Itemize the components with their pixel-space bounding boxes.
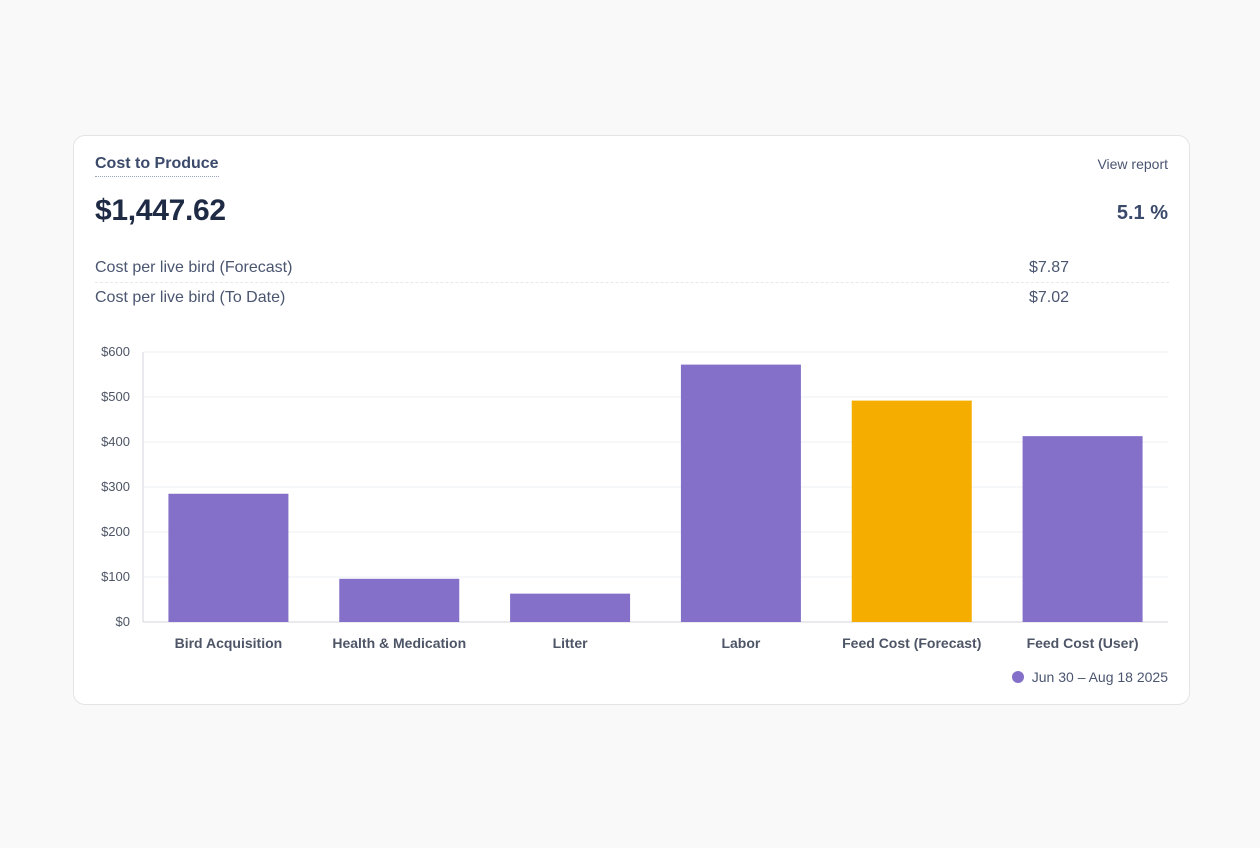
bar <box>1022 436 1143 622</box>
x-tick-label: Feed Cost (User) <box>1027 635 1139 651</box>
card-title: Cost to Produce <box>95 155 219 177</box>
y-tick-label: $400 <box>101 434 130 449</box>
bar <box>851 400 972 622</box>
legend-label: Jun 30 – Aug 18 2025 <box>1031 669 1168 685</box>
grid-layer <box>142 351 1168 623</box>
cost-to-produce-card: Cost to Produce View report $1,447.62 5.… <box>73 135 1190 705</box>
y-tick-label: $300 <box>101 479 130 494</box>
y-tick-label: $600 <box>101 344 130 359</box>
y-tick-label: $100 <box>101 569 130 584</box>
x-tick-label: Feed Cost (Forecast) <box>842 635 981 651</box>
metric-value: $7.87 <box>1029 259 1070 276</box>
change-percent: 5.1 % <box>1116 202 1168 224</box>
bar <box>168 493 289 622</box>
x-tick-label: Litter <box>553 635 589 651</box>
y-tick-label: $200 <box>101 524 130 539</box>
metric-row-forecast: Cost per live bird (Forecast) $7.87 <box>95 253 1169 283</box>
x-tick-label: Health & Medication <box>332 635 466 651</box>
metric-row-to-date: Cost per live bird (To Date) $7.02 <box>95 283 1169 313</box>
x-tick-label: Bird Acquisition <box>175 635 283 651</box>
view-report-link[interactable]: View report <box>1097 156 1168 172</box>
metric-value: $7.02 <box>1029 289 1070 306</box>
y-tick-label: $500 <box>101 389 130 404</box>
chart-legend: Jun 30 – Aug 18 2025 <box>1011 669 1168 685</box>
x-tick-label: Labor <box>721 635 760 651</box>
total-cost-value: $1,447.62 <box>95 194 226 227</box>
bar <box>680 364 801 622</box>
bar <box>339 578 460 622</box>
y-tick-label: $0 <box>116 614 130 629</box>
bar-chart: $0 $100 $200 $300 $400 $500 $600 Bird Acquisiti… <box>101 344 1168 651</box>
metric-label: Cost per live bird (Forecast) <box>95 259 293 276</box>
legend-dot <box>1011 671 1024 683</box>
bar <box>510 593 631 622</box>
bar-layer <box>168 364 1143 622</box>
metric-label: Cost per live bird (To Date) <box>95 289 286 306</box>
label-layer: $0 $100 $200 $300 $400 $500 $600 Bird Acquisiti… <box>101 344 1139 651</box>
metrics-list: Cost per live bird (Forecast) $7.87 Cost… <box>95 253 1169 313</box>
